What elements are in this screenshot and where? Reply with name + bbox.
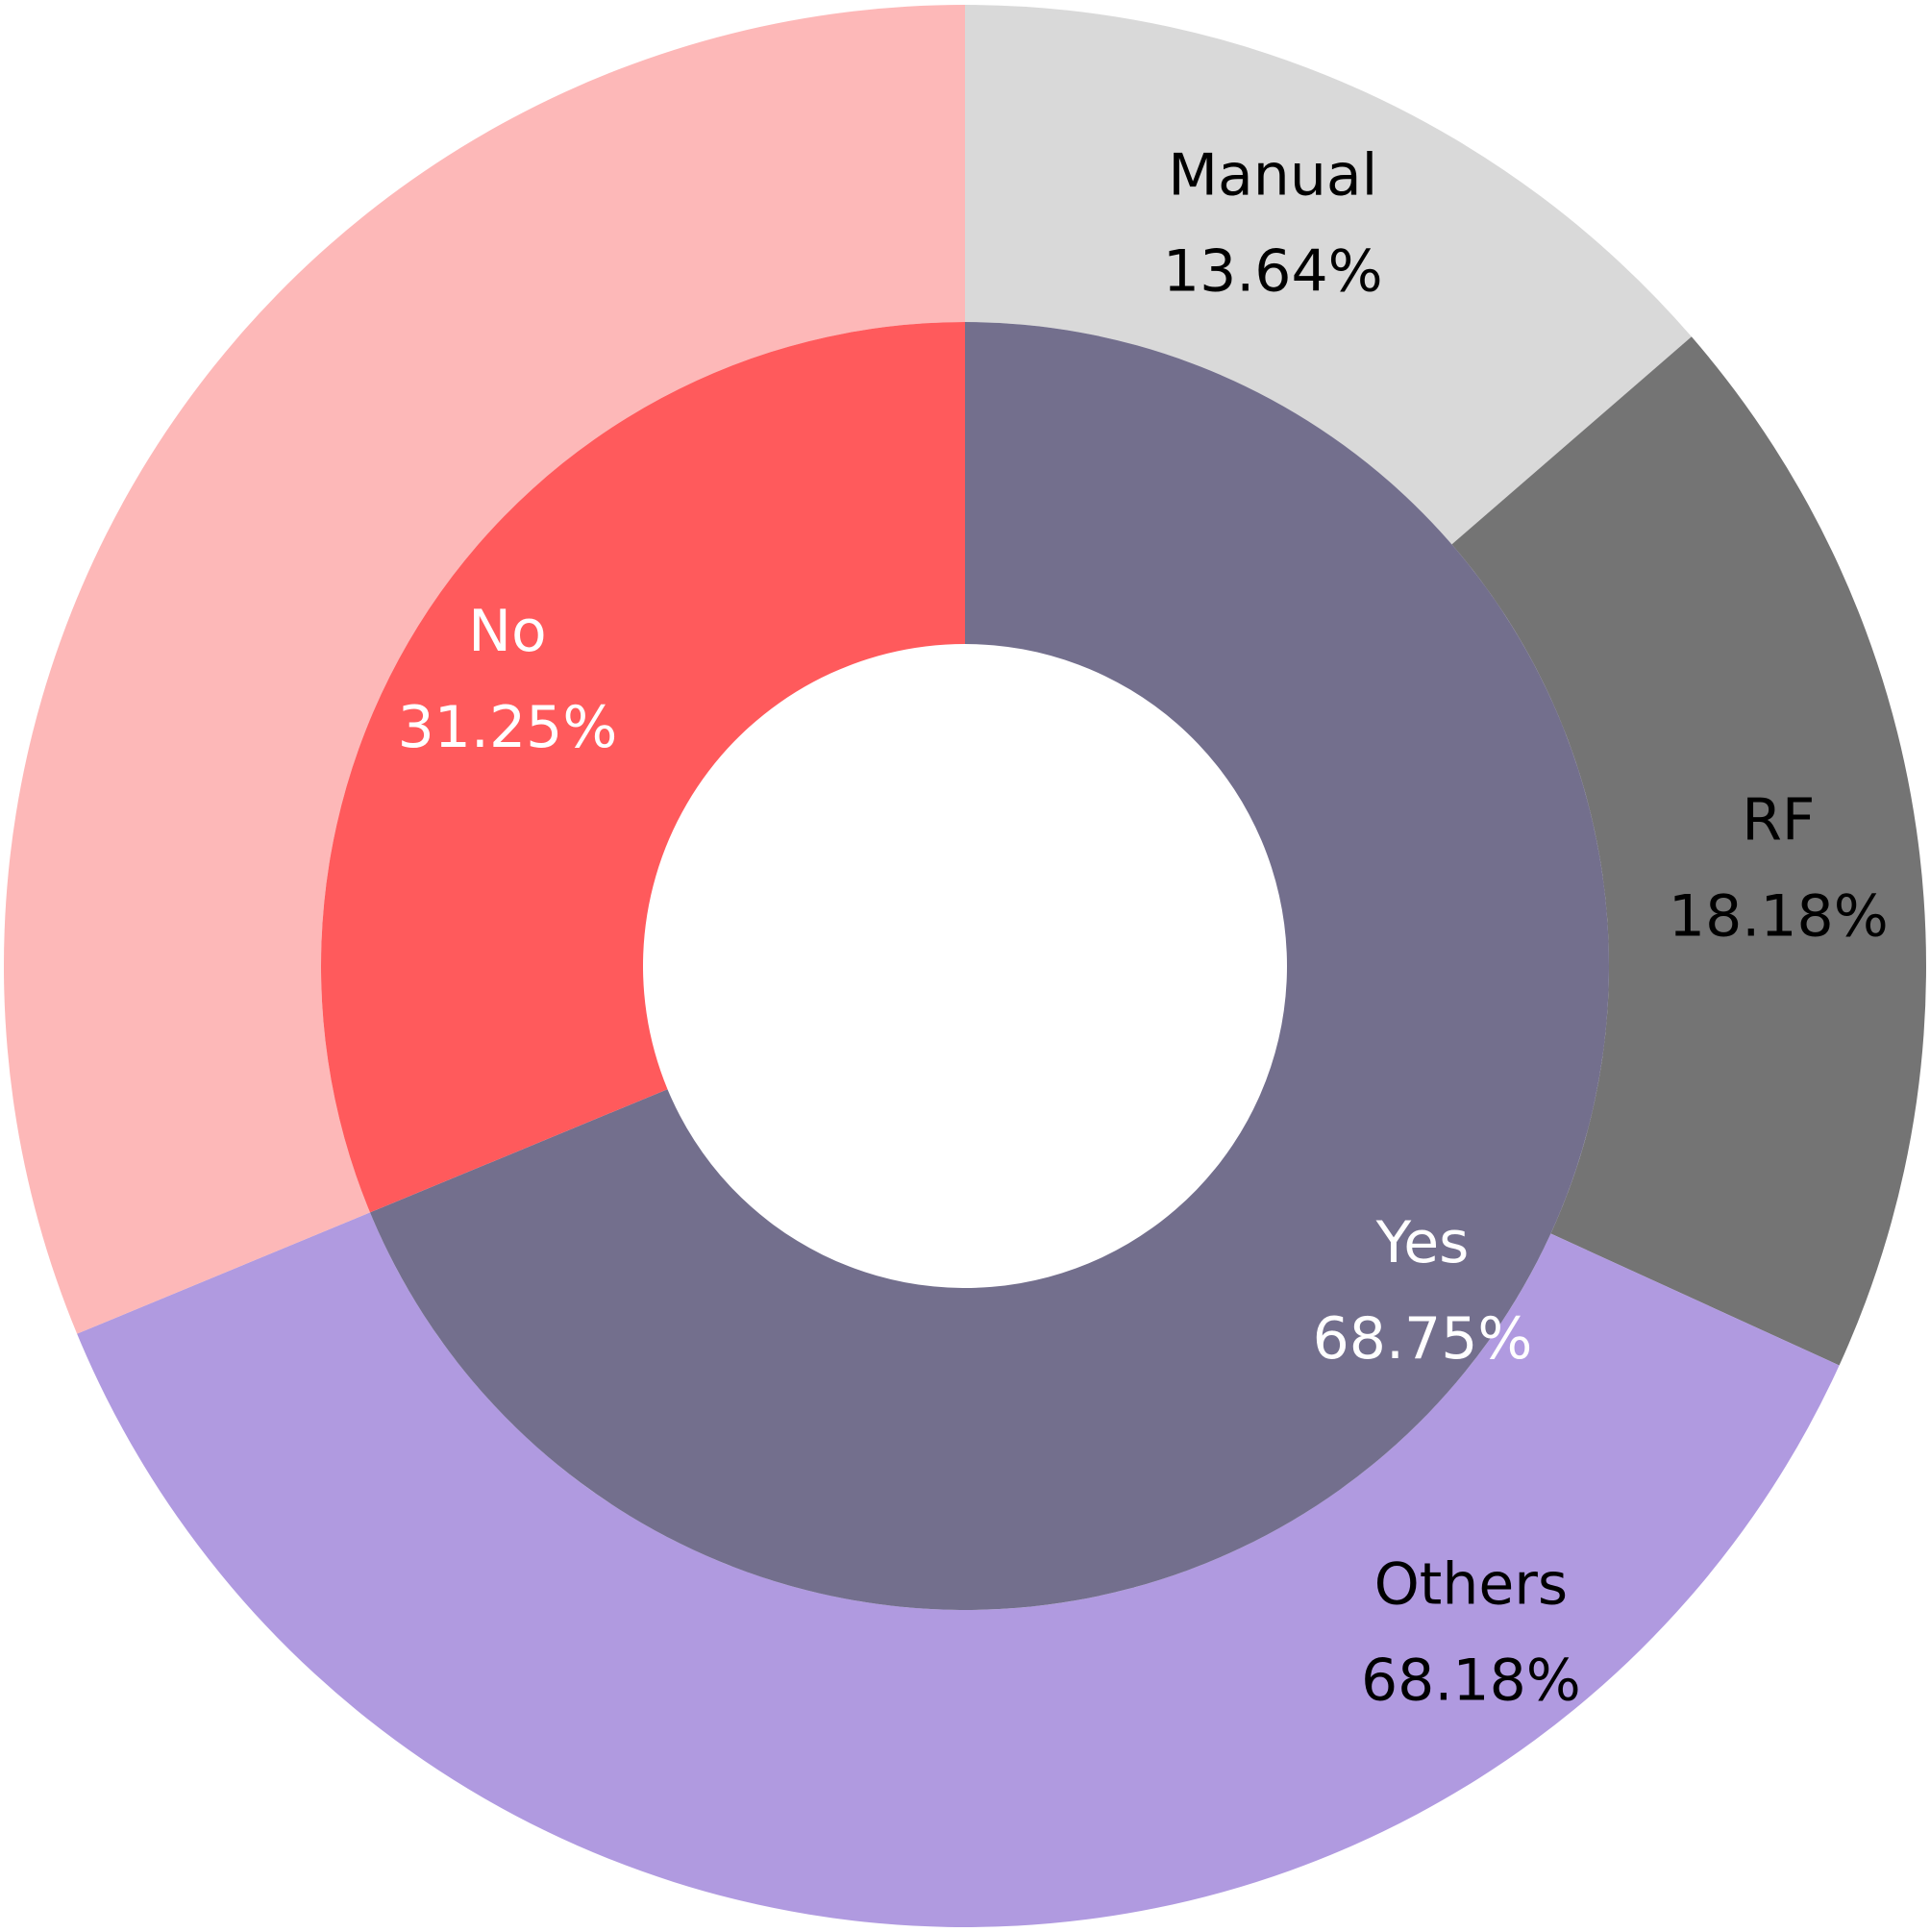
inner-value-no: 31.25% bbox=[398, 694, 618, 761]
inner-value-yes: 68.75% bbox=[1313, 1305, 1533, 1373]
outer-slice-others bbox=[77, 1212, 1840, 1928]
inner-label-no: No bbox=[468, 598, 547, 665]
outer-value-rf: 18.18% bbox=[1669, 882, 1889, 950]
inner-slice-yes bbox=[370, 322, 1609, 1610]
outer-value-manual: 13.64% bbox=[1163, 237, 1383, 305]
outer-label-rf: RF bbox=[1742, 786, 1815, 854]
slice-labels: Yes 68.75% No 31.25% Manual 13.64% RF 18.18% Oth… bbox=[398, 141, 1889, 1714]
outer-label-manual: Manual bbox=[1168, 141, 1377, 209]
outer-slice-rf bbox=[1451, 336, 1926, 1366]
inner-ring bbox=[320, 322, 1609, 1610]
inner-label-yes: Yes bbox=[1375, 1209, 1470, 1276]
outer-ring bbox=[3, 5, 1926, 1928]
outer-slice-manual bbox=[965, 5, 1692, 545]
inner-slice-no bbox=[320, 322, 966, 1213]
outer-value-others: 68.18% bbox=[1361, 1647, 1581, 1715]
outer-label-others: Others bbox=[1374, 1551, 1569, 1619]
outer-slice-unlabeled-3 bbox=[3, 5, 966, 1334]
